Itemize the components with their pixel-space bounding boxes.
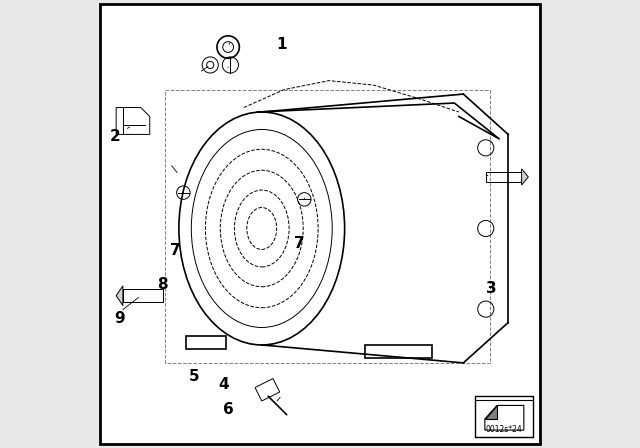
Text: 3: 3: [486, 281, 497, 297]
Polygon shape: [186, 336, 226, 349]
Text: 7: 7: [294, 236, 304, 251]
Polygon shape: [255, 379, 280, 401]
Text: 1: 1: [276, 37, 287, 52]
Text: 0012s*24: 0012s*24: [485, 425, 522, 434]
Text: 4: 4: [218, 377, 229, 392]
Text: 2: 2: [109, 129, 120, 144]
Text: 6: 6: [223, 402, 234, 418]
Polygon shape: [485, 405, 524, 430]
Polygon shape: [365, 345, 432, 358]
Polygon shape: [486, 172, 522, 182]
Polygon shape: [522, 169, 529, 185]
Polygon shape: [116, 286, 123, 306]
Text: 5: 5: [188, 369, 199, 384]
Text: 9: 9: [114, 311, 125, 327]
Bar: [475, 396, 532, 437]
Polygon shape: [123, 289, 163, 302]
Polygon shape: [485, 405, 497, 419]
Polygon shape: [116, 108, 150, 134]
Text: 7: 7: [170, 243, 181, 258]
Text: 8: 8: [157, 277, 168, 292]
